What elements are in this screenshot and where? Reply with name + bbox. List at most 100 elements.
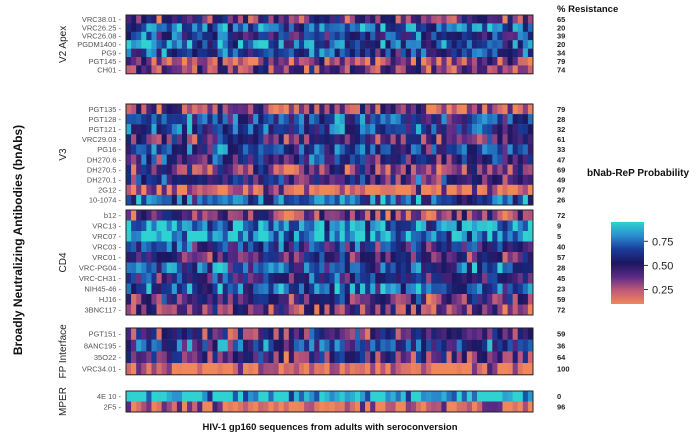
heatmap-cell xyxy=(131,273,137,284)
heatmap-cell xyxy=(390,114,396,125)
resistance-value: 36 xyxy=(557,341,565,350)
heatmap-cell xyxy=(487,31,493,41)
heatmap-cell xyxy=(365,304,371,316)
heatmap-cell xyxy=(278,294,285,305)
heatmap-cell xyxy=(212,144,218,155)
heatmap-cell xyxy=(365,283,371,295)
heatmap-cell xyxy=(517,194,524,206)
heatmap-cell xyxy=(298,114,305,125)
heatmap-cell xyxy=(263,174,269,185)
heatmap-cell xyxy=(426,328,432,340)
heatmap-cell xyxy=(339,328,346,340)
heatmap-cell xyxy=(446,294,452,305)
panel-border xyxy=(125,209,534,316)
heatmap-cell xyxy=(482,124,488,135)
heatmap-cell xyxy=(288,262,295,274)
heatmap-cell xyxy=(446,15,452,24)
heatmap-cell xyxy=(161,57,167,66)
heatmap-cell xyxy=(258,283,264,295)
heatmap-cell xyxy=(456,401,463,413)
heatmap-cell xyxy=(309,31,315,41)
heatmap-cell xyxy=(192,294,198,305)
heatmap-cell xyxy=(288,144,295,155)
heatmap-cell xyxy=(461,15,468,24)
heatmap-cell xyxy=(360,328,366,340)
heatmap-cell xyxy=(497,154,503,165)
heatmap-cell xyxy=(309,104,315,115)
heatmap-cell xyxy=(466,48,473,58)
heatmap-cell xyxy=(202,134,208,145)
resistance-value: 72 xyxy=(557,305,565,314)
heatmap-cell xyxy=(151,231,157,242)
heatmap-cell xyxy=(304,363,310,375)
heatmap-cell xyxy=(527,294,534,305)
heatmap-cell xyxy=(512,144,519,155)
heatmap-cell xyxy=(232,57,239,66)
heatmap-cell xyxy=(222,294,229,305)
heatmap-cell xyxy=(293,283,300,295)
heatmap-cell xyxy=(227,164,234,175)
heatmap-cell xyxy=(126,144,132,155)
heatmap-cell xyxy=(527,262,534,274)
heatmap-cell xyxy=(283,194,290,206)
heatmap-cell xyxy=(517,273,524,284)
heatmap-cell xyxy=(131,252,137,263)
heatmap-cell xyxy=(192,40,198,49)
heatmap-cell xyxy=(354,273,361,284)
heatmap-cell xyxy=(197,134,203,145)
heatmap-cell xyxy=(431,351,437,364)
heatmap-cell xyxy=(304,351,310,364)
heatmap-cell xyxy=(380,210,386,221)
heatmap-cell xyxy=(258,184,264,196)
heatmap-cell xyxy=(166,231,173,242)
heatmap-cell xyxy=(334,144,340,155)
heatmap-cell xyxy=(410,401,417,413)
heatmap-cell xyxy=(334,31,340,41)
heatmap-cell xyxy=(126,154,132,165)
heatmap-cell xyxy=(176,134,183,145)
heatmap-cell xyxy=(131,164,137,175)
heatmap-cell xyxy=(273,174,279,185)
heatmap-cell xyxy=(487,210,493,221)
heatmap-cell xyxy=(217,304,223,316)
heatmap-cell xyxy=(273,294,279,305)
heatmap-cell xyxy=(176,154,183,165)
heatmap-cell xyxy=(431,231,437,242)
heatmap-cell xyxy=(314,391,320,402)
heatmap-cell xyxy=(360,164,366,175)
heatmap-cell xyxy=(136,65,142,74)
heatmap-cell xyxy=(243,252,249,263)
heatmap-cell xyxy=(354,31,361,41)
heatmap-cell xyxy=(380,164,386,175)
heatmap-cell xyxy=(197,174,203,185)
heatmap-cell xyxy=(166,31,173,41)
heatmap-cell xyxy=(512,328,519,340)
heatmap-cell xyxy=(314,164,320,175)
heatmap-cell xyxy=(258,154,264,165)
heatmap-cell xyxy=(171,391,178,402)
heatmap-cell xyxy=(319,339,325,352)
heatmap-cell xyxy=(405,57,412,66)
heatmap-cell xyxy=(166,65,173,74)
heatmap-cell xyxy=(293,339,300,352)
heatmap-cell xyxy=(441,48,447,58)
heatmap-cell xyxy=(309,65,315,74)
heatmap-cell xyxy=(283,124,290,135)
row-label: PGDM1400 - xyxy=(77,40,121,49)
heatmap-cell xyxy=(181,210,188,221)
heatmap-cell xyxy=(309,220,315,232)
heatmap-cell xyxy=(248,363,254,375)
heatmap-cell xyxy=(329,391,335,402)
heatmap-cell xyxy=(258,194,264,206)
heatmap-cell xyxy=(298,294,305,305)
heatmap-cell xyxy=(298,144,305,155)
heatmap-cell xyxy=(197,351,203,364)
heatmap-cell xyxy=(293,294,300,305)
heatmap-cell xyxy=(400,241,407,253)
heatmap-cell xyxy=(288,114,295,125)
heatmap-cell xyxy=(441,184,447,196)
heatmap-cell xyxy=(527,304,534,316)
heatmap-cell xyxy=(380,273,386,284)
heatmap-cell xyxy=(329,40,335,49)
heatmap-cell xyxy=(446,124,452,135)
